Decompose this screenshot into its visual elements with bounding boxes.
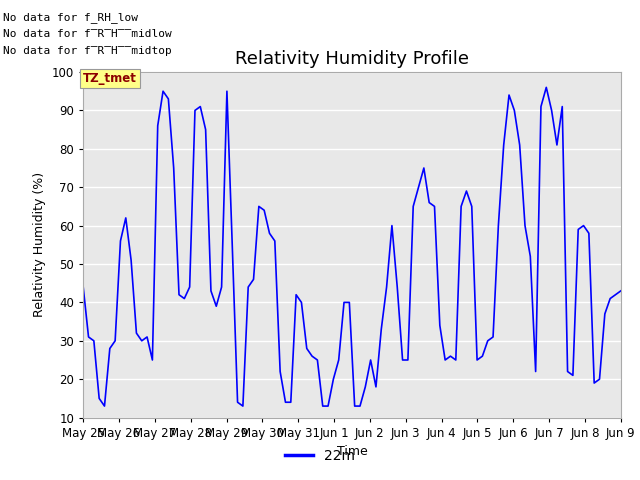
X-axis label: Time: Time (337, 445, 367, 458)
Title: Relativity Humidity Profile: Relativity Humidity Profile (235, 49, 469, 68)
Text: No data for f̅R̅H̅̅midtop: No data for f̅R̅H̅̅midtop (3, 46, 172, 56)
Legend: 22m: 22m (280, 443, 360, 468)
Text: TZ_tmet: TZ_tmet (83, 72, 137, 85)
Text: No data for f̅R̅H̅̅midlow: No data for f̅R̅H̅̅midlow (3, 29, 172, 39)
Text: No data for f_RH_low: No data for f_RH_low (3, 12, 138, 23)
Y-axis label: Relativity Humidity (%): Relativity Humidity (%) (33, 172, 46, 317)
